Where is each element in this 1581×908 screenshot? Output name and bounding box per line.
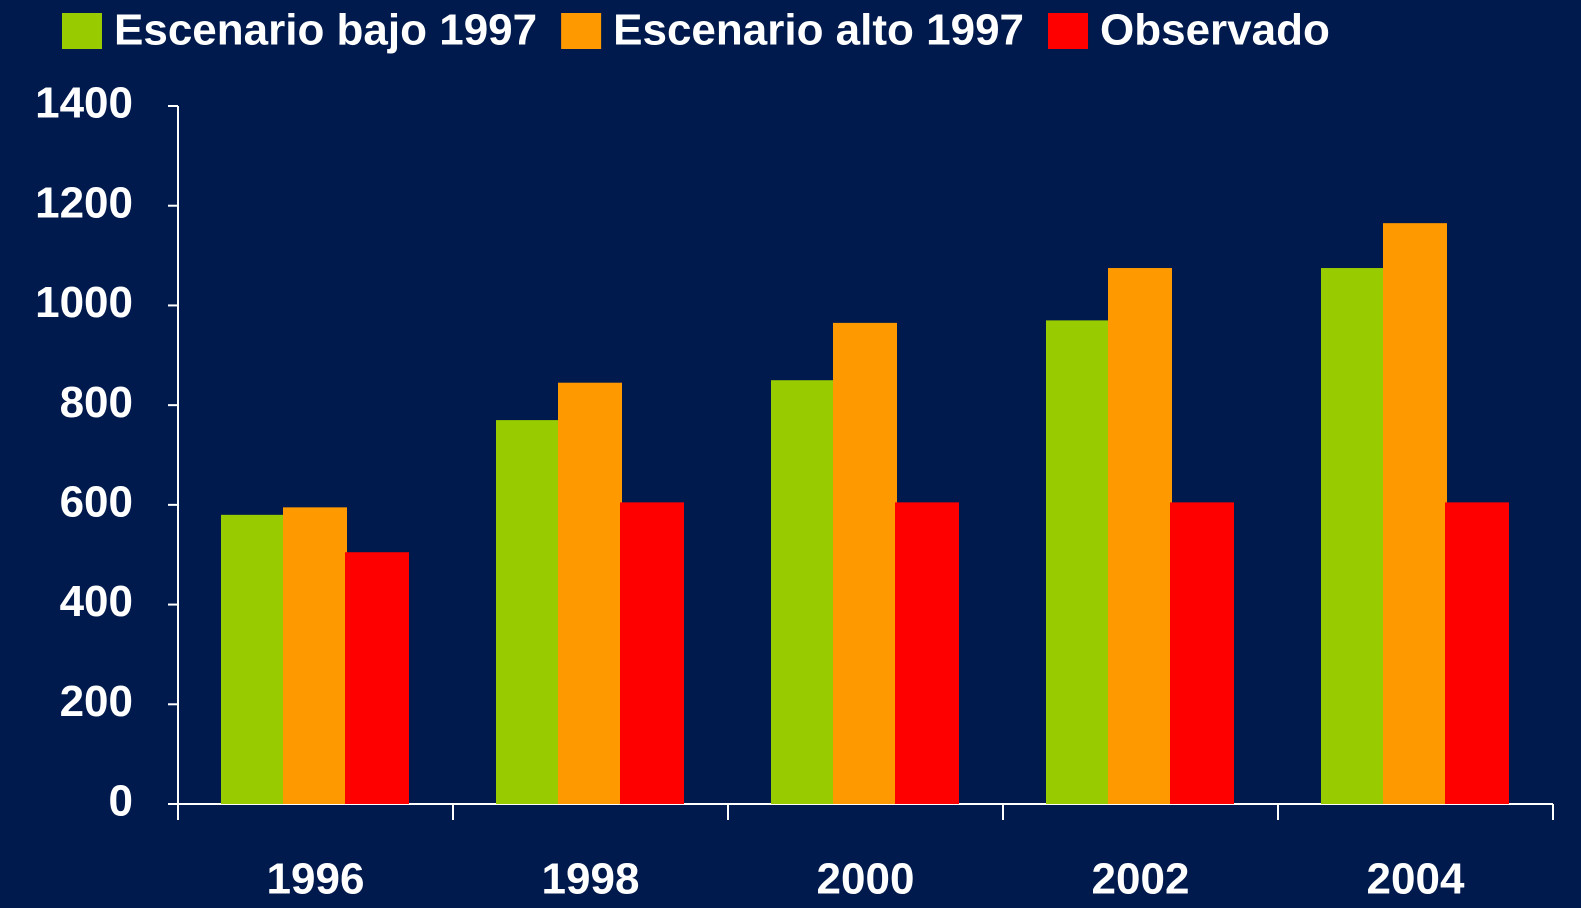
- y-tick-label: 1200: [35, 178, 133, 227]
- bar: [1170, 502, 1234, 804]
- bar: [771, 380, 835, 804]
- y-tick-label: 1400: [35, 79, 133, 128]
- y-tick-label: 0: [109, 777, 133, 826]
- x-tick-label: 2002: [1092, 855, 1190, 904]
- bar: [620, 502, 684, 804]
- bar: [833, 322, 897, 804]
- legend-swatch: [1048, 13, 1089, 49]
- bar: [345, 552, 409, 804]
- bar: [1108, 268, 1172, 804]
- bar: [496, 420, 560, 804]
- legend-label: Observado: [1100, 6, 1330, 55]
- legend-label: Escenario bajo 1997: [114, 6, 537, 55]
- bar: [1321, 268, 1385, 804]
- bar: [221, 514, 285, 804]
- y-tick-label: 600: [60, 477, 133, 526]
- y-tick-label: 400: [60, 577, 133, 626]
- x-tick-label: 2000: [817, 855, 915, 904]
- y-tick-label: 1000: [35, 278, 133, 327]
- legend-swatch: [62, 13, 102, 49]
- x-tick-label: 2004: [1367, 855, 1465, 904]
- y-tick-label: 800: [60, 378, 133, 427]
- legend-swatch: [561, 13, 602, 49]
- bar: [1445, 502, 1509, 804]
- bar: [895, 502, 959, 804]
- x-tick-label: 1996: [267, 855, 365, 904]
- bar: [558, 382, 622, 804]
- y-tick-label: 200: [60, 677, 133, 726]
- bar: [283, 507, 347, 804]
- bar: [1046, 320, 1110, 804]
- legend-label: Escenario alto 1997: [613, 6, 1024, 55]
- x-tick-label: 1998: [542, 855, 640, 904]
- bar: [1383, 223, 1447, 804]
